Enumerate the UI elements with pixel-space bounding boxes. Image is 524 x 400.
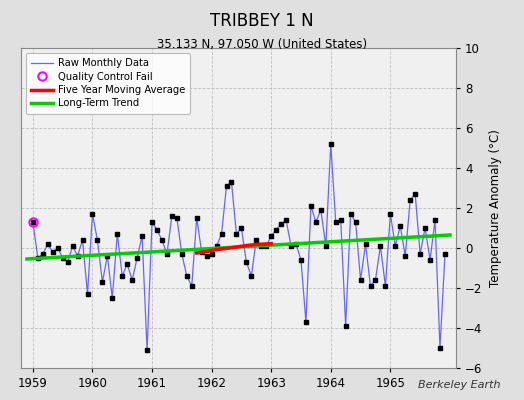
Five Year Moving Average [263,242,269,246]
Five Year Moving Average [243,243,249,248]
Raw Monthly Data [353,220,359,224]
Raw Monthly Data [219,232,225,236]
Raw Monthly Data [30,220,36,224]
Five Year Moving Average [253,242,259,247]
Raw Monthly Data [35,256,41,260]
Five Year Moving Average [223,246,230,251]
Text: Berkeley Earth: Berkeley Earth [418,380,500,390]
Five Year Moving Average [209,248,215,253]
Line: Raw Monthly Data: Raw Monthly Data [33,144,445,350]
Raw Monthly Data [328,142,334,146]
Five Year Moving Average [193,250,200,256]
Raw Monthly Data [442,252,448,256]
Five Year Moving Average [213,247,220,252]
Five Year Moving Average [203,249,210,254]
Raw Monthly Data [54,246,61,250]
Raw Monthly Data [144,348,150,352]
Raw Monthly Data [373,278,379,282]
Five Year Moving Average [268,241,275,246]
Y-axis label: Temperature Anomaly (°C): Temperature Anomaly (°C) [489,129,502,287]
Legend: Raw Monthly Data, Quality Control Fail, Five Year Moving Average, Long-Term Tren: Raw Monthly Data, Quality Control Fail, … [26,53,190,114]
Text: TRIBBEY 1 N: TRIBBEY 1 N [210,12,314,30]
Raw Monthly Data [238,226,245,230]
Five Year Moving Average [233,244,239,250]
Text: 35.133 N, 97.050 W (United States): 35.133 N, 97.050 W (United States) [157,38,367,51]
Five Year Moving Average [248,242,255,247]
Line: Five Year Moving Average: Five Year Moving Average [196,244,271,253]
